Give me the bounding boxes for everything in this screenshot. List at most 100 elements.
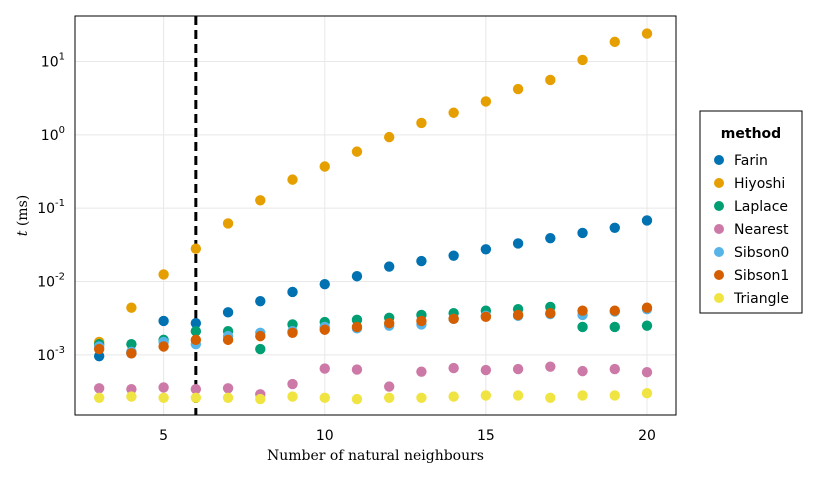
plot-frame [74, 15, 677, 416]
data-point [158, 315, 169, 327]
series-sibson0 [93, 303, 653, 358]
data-point [512, 363, 524, 375]
data-point [609, 390, 620, 401]
data-point [416, 366, 427, 377]
data-point [222, 218, 234, 229]
data-point [126, 338, 137, 350]
data-point [641, 388, 653, 399]
data-point [190, 326, 202, 337]
legend-items: Farin Hiyoshi Laplace Nearest Sibson0 Sibson1… [714, 153, 789, 307]
data-point [255, 295, 266, 307]
data-point [416, 315, 427, 327]
legend-label: Hiyoshi [734, 176, 785, 192]
data-point [351, 393, 363, 405]
data-point [319, 161, 330, 172]
series-nearest [93, 361, 653, 400]
y-tick-exponent: -1 [55, 198, 65, 209]
legend-label: Sibson0 [734, 245, 789, 261]
data-point [448, 362, 459, 374]
data-point [222, 334, 234, 346]
data-point [190, 334, 202, 346]
legend-marker [714, 270, 724, 280]
data-point [641, 302, 653, 313]
y-tick-exponent: -3 [55, 345, 65, 356]
series-farin [93, 215, 653, 362]
y-tick-base: 10 [37, 201, 55, 217]
data-point [577, 365, 588, 377]
legend-marker [714, 201, 724, 211]
data-point [383, 381, 395, 392]
y-tick-label: 10-2 [37, 272, 65, 291]
data-point [255, 343, 266, 355]
series-sibson1 [93, 302, 653, 359]
y-tick-base: 10 [41, 128, 59, 144]
data-point [383, 131, 395, 143]
data-point [126, 302, 137, 313]
data-point [126, 391, 137, 402]
y-tick-label: 100 [41, 125, 65, 144]
data-point [512, 309, 524, 321]
data-point [287, 327, 298, 338]
data-point [319, 363, 330, 374]
data-point [158, 269, 169, 280]
data-point [577, 227, 588, 239]
y-tick-base: 10 [37, 275, 55, 291]
data-point [480, 96, 492, 107]
data-point [480, 364, 492, 376]
x-axis-ticks: 5 10 15 20 [159, 428, 656, 444]
data-point [641, 28, 653, 39]
data-points [93, 28, 653, 405]
data-point [255, 393, 266, 405]
data-point [351, 271, 363, 282]
legend-marker [714, 293, 724, 303]
y-axis-title-symbol: t [15, 230, 31, 236]
legend-label: Farin [734, 153, 768, 169]
data-point [545, 361, 556, 372]
y-axis-title: t (ms) [15, 195, 31, 236]
legend: method Farin Hiyoshi Laplace Nearest Sibson0… [699, 110, 803, 314]
data-point [512, 390, 524, 401]
data-point [222, 392, 234, 403]
data-point [383, 318, 395, 329]
data-point [609, 321, 620, 333]
legend-label: Triangle [733, 291, 789, 307]
data-point [287, 174, 298, 185]
data-point [577, 321, 588, 333]
data-point [93, 383, 105, 394]
data-point [319, 278, 330, 290]
legend-marker [714, 224, 724, 234]
y-axis-title-unit: (ms) [15, 195, 31, 231]
data-point [351, 321, 363, 333]
data-point [480, 311, 492, 323]
data-point [448, 250, 459, 261]
data-point [545, 232, 556, 244]
data-point [448, 313, 459, 325]
data-point [416, 392, 427, 403]
legend-title: method [721, 126, 781, 142]
data-point [609, 363, 620, 375]
y-tick-label: 10-1 [37, 198, 65, 217]
data-point [641, 367, 653, 378]
series-hiyoshi [93, 28, 653, 348]
y-tick-exponent: -2 [55, 272, 65, 283]
legend-label: Sibson1 [734, 268, 789, 284]
data-point [383, 392, 395, 403]
data-point [448, 107, 459, 118]
series-triangle [93, 388, 653, 405]
y-tick-base: 10 [37, 348, 55, 364]
data-point [126, 384, 137, 395]
data-point [319, 392, 330, 403]
data-point [351, 314, 363, 326]
data-point [190, 243, 202, 254]
data-point [287, 391, 298, 402]
y-tick-exponent: 0 [59, 125, 65, 136]
data-point [126, 348, 137, 359]
data-point [545, 392, 556, 403]
data-point [158, 341, 169, 352]
x-axis-title: Number of natural neighbours [267, 448, 484, 464]
legend-marker [714, 247, 724, 257]
data-point [609, 305, 620, 316]
